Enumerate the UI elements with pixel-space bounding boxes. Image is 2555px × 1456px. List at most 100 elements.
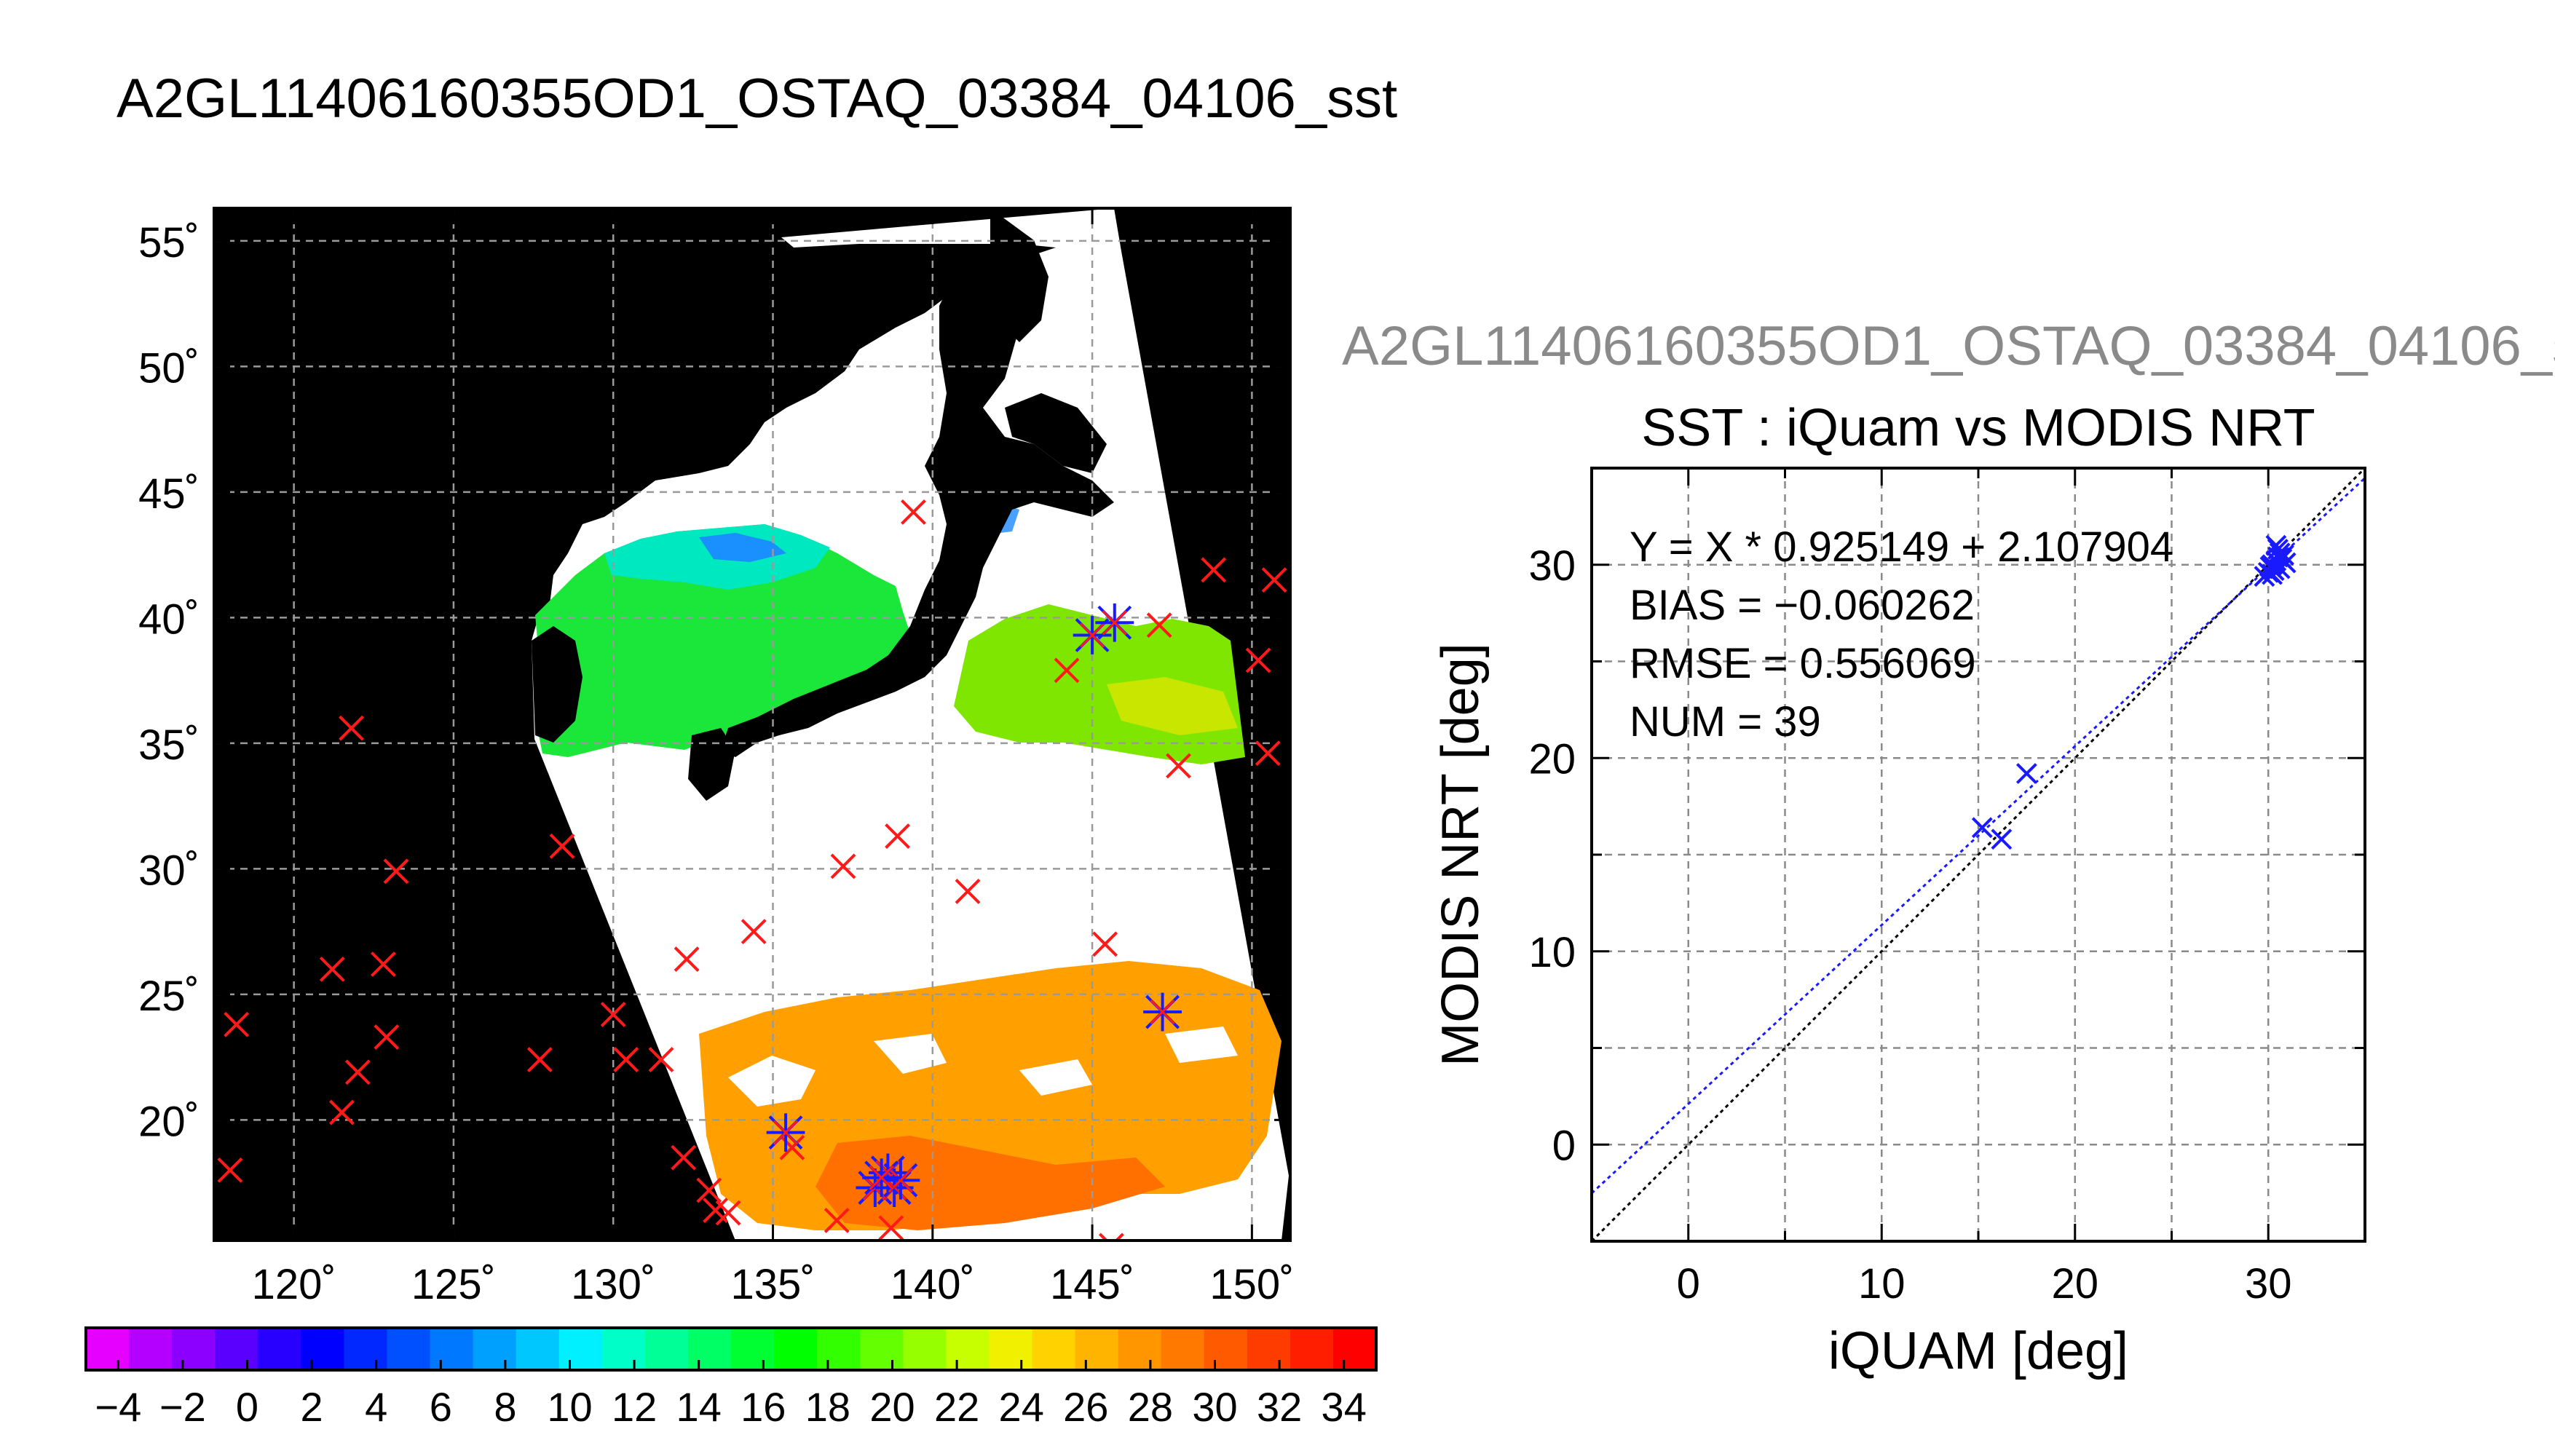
colorbar-swatch — [1204, 1328, 1248, 1370]
map-red-marker — [1261, 567, 1287, 593]
map-red-marker-stroke-b — [830, 853, 856, 879]
map-lat-label: 55˚ — [138, 219, 200, 266]
map-red-marker — [878, 1215, 904, 1241]
colorbar-swatch — [172, 1328, 216, 1370]
map-red-marker — [374, 1024, 400, 1050]
map-lat-label: 35˚ — [138, 721, 200, 769]
scatter-title: SST : iQuam vs MODIS NRT — [1641, 399, 2315, 457]
map-red-marker — [1201, 557, 1227, 583]
colorbar-swatch — [430, 1328, 474, 1370]
map-red-marker — [613, 1047, 639, 1073]
scatter-xtick-label: 30 — [2245, 1260, 2292, 1307]
map-red-marker-stroke-b — [696, 1177, 722, 1203]
map-red-marker-stroke-b — [600, 1002, 626, 1027]
japan-land — [721, 248, 1114, 757]
scatter-ytick-label: 30 — [1528, 542, 1576, 590]
map-lon-label: 150˚ — [1209, 1261, 1294, 1308]
colorbar-label: 28 — [1128, 1384, 1173, 1430]
colorbar: −4 −2 0 2 4 6 8 10 12 14 16 18 20 22 24 26 28 30 32 34 — [84, 1326, 1378, 1430]
colorbar-label: 10 — [547, 1384, 592, 1430]
map-red-marker — [371, 951, 396, 977]
map-red-marker-stroke-b — [741, 919, 767, 945]
map-red-marker — [674, 946, 700, 973]
colorbar-swatch — [774, 1328, 818, 1370]
map-lat-label: 40˚ — [138, 596, 200, 643]
map-red-marker-stroke-b — [224, 1011, 250, 1037]
map-lon-label: 135˚ — [730, 1261, 815, 1308]
colorbar-label: 14 — [676, 1384, 722, 1430]
scatter-annotation: BIAS = −0.060262 — [1630, 582, 1975, 629]
korea-land — [532, 626, 583, 743]
colorbar-swatch — [387, 1328, 431, 1370]
colorbar-label: 6 — [430, 1384, 452, 1430]
map-red-marker-stroke-b — [329, 1099, 355, 1125]
colorbar-swatch — [215, 1328, 258, 1370]
map-blue-marker-red — [1150, 999, 1175, 1025]
map-lon-label: 120˚ — [252, 1261, 336, 1308]
map-red-marker-stroke-b — [671, 1144, 697, 1171]
colorbar-swatch — [989, 1328, 1033, 1370]
scatter-ticks: 0 10 20 30 0 10 20 30 — [1528, 467, 2366, 1307]
colorbar-swatch — [817, 1328, 861, 1370]
colorbar-label: 8 — [494, 1384, 516, 1430]
map-red-marker-stroke-b — [1255, 740, 1281, 767]
scatter-xtick-label: 0 — [1677, 1260, 1700, 1307]
map-red-marker — [1166, 753, 1191, 779]
kyushu-land — [688, 728, 735, 801]
map-markers — [217, 499, 1287, 1241]
map-blue-marker-red — [773, 1120, 799, 1145]
map-red-marker — [715, 1200, 741, 1226]
colorbar-swatch — [301, 1328, 344, 1370]
map-lat-label: 30˚ — [138, 847, 200, 894]
fit-line — [1592, 477, 2365, 1195]
colorbar-swatch — [558, 1328, 603, 1370]
colorbar-label: 2 — [301, 1384, 323, 1430]
colorbar-label: −2 — [159, 1384, 206, 1430]
map-red-marker — [955, 879, 981, 904]
colorbar-label: 0 — [236, 1384, 258, 1430]
map-blue-marker-red — [1080, 622, 1105, 648]
map-red-marker-stroke-b — [217, 1157, 243, 1183]
map-red-marker-stroke-b — [703, 1198, 728, 1224]
y-axis-label: MODIS NRT [deg] — [1431, 643, 1490, 1067]
map-red-marker-stroke-b — [1114, 1233, 1124, 1241]
map-red-marker — [1054, 657, 1080, 684]
scatter-point-stroke-b — [1971, 817, 1993, 839]
map-red-marker — [383, 858, 409, 885]
scatter-xtick-label: 10 — [1858, 1260, 1906, 1307]
map-red-marker-stroke-a — [1098, 1233, 1109, 1241]
map-red-marker-stroke-b — [1146, 612, 1172, 638]
scatter-annotation: NUM = 39 — [1630, 698, 1821, 745]
map-lat-label: 20˚ — [138, 1098, 200, 1145]
page-title: A2GL11406160355OD1_OSTAQ_03384_04106_sst — [117, 68, 1398, 130]
map-lat-label: 45˚ — [138, 470, 200, 518]
map-red-marker — [1098, 1233, 1124, 1241]
hokkaido-land — [1005, 393, 1107, 473]
scatter-annotation: Y = X * 0.925149 + 2.107904 — [1630, 523, 2173, 571]
map-lat-label: 25˚ — [138, 973, 200, 1020]
colorbar-label: 22 — [934, 1384, 979, 1430]
sst-sea-of-japan — [535, 524, 910, 757]
map-red-marker — [1255, 740, 1281, 767]
subtitle: A2GL11406160355OD1_OSTAQ_03384_04106_s — [1342, 315, 2555, 377]
map-red-marker — [329, 1099, 355, 1125]
scatter-ytick-label: 0 — [1552, 1122, 1576, 1169]
colorbar-swatch — [946, 1328, 990, 1370]
scatter-ytick-label: 20 — [1528, 735, 1576, 783]
sst-blue-band — [699, 533, 786, 562]
scatter-ytick-label: 10 — [1528, 929, 1576, 976]
map-blue-marker-red-stroke-b — [773, 1120, 799, 1145]
map-red-marker-stroke-b — [779, 1134, 805, 1160]
colorbar-swatch — [644, 1328, 689, 1370]
map-red-marker — [339, 715, 365, 741]
map-red-marker-stroke-b — [1054, 657, 1080, 684]
map-red-marker — [671, 1144, 697, 1171]
map-red-marker-stroke-b — [613, 1047, 639, 1073]
colorbar-swatch — [516, 1328, 560, 1370]
identity-line — [1592, 468, 2365, 1241]
map-lon-label: 140˚ — [891, 1261, 975, 1308]
colorbar-swatch — [1290, 1328, 1334, 1370]
map-red-marker — [885, 823, 910, 849]
